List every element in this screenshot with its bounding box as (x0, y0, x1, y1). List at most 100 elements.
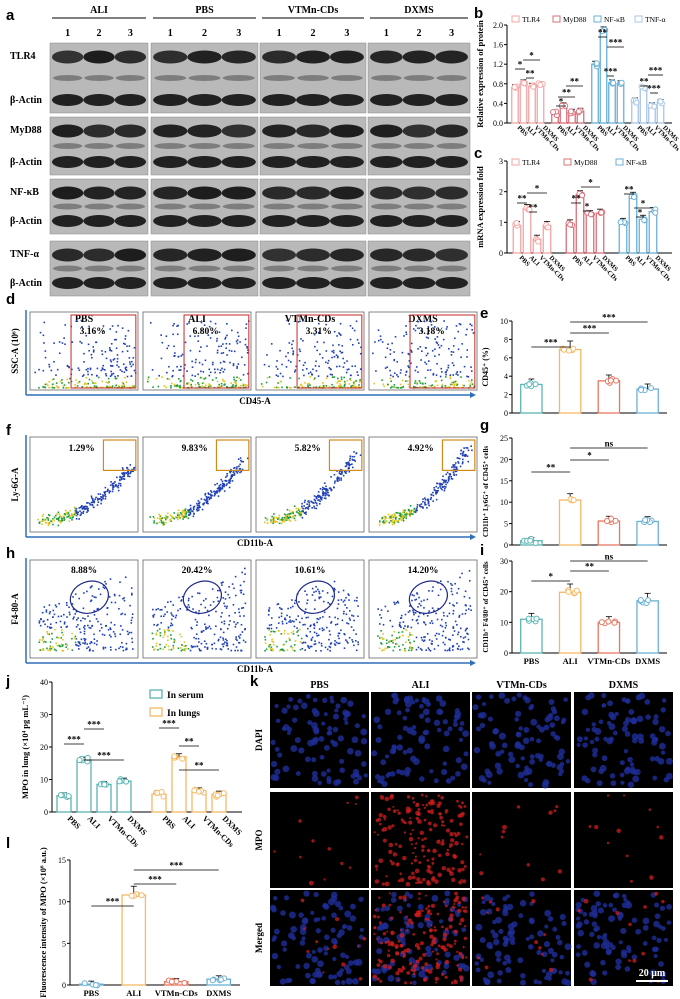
flow-event (301, 647, 304, 650)
flow-event (234, 382, 237, 384)
flow-event (450, 590, 453, 593)
flow-event (409, 610, 411, 612)
flow-event (447, 478, 450, 481)
flow-y-label: F4-80-A (10, 593, 20, 625)
flow-event (77, 641, 80, 643)
flow-event (436, 618, 439, 621)
flow-event (313, 378, 315, 381)
flow-event (82, 510, 85, 513)
flow-event (415, 619, 418, 622)
flow-event (173, 512, 176, 514)
blot-lane-label: 1 (277, 28, 282, 39)
flow-event (53, 361, 55, 363)
flow-event (469, 385, 472, 387)
nucleus (444, 951, 451, 958)
blot-actin-band (435, 277, 468, 289)
flow-event (285, 517, 288, 519)
flow-event (179, 379, 182, 382)
nucleus (282, 947, 287, 952)
flow-event (286, 649, 289, 651)
flow-event (236, 365, 238, 368)
nucleus (606, 737, 613, 745)
flow-event (407, 636, 410, 638)
flow-event (307, 627, 309, 630)
flow-event (205, 501, 208, 504)
flow-event (280, 522, 283, 525)
x-tick-label: ALI (528, 254, 541, 267)
flow-dots (151, 567, 247, 652)
flow-event (52, 523, 54, 526)
blot-band (435, 186, 468, 200)
flow-event (273, 386, 276, 389)
legend-label: MyD88 (563, 15, 587, 24)
data-point (533, 615, 540, 622)
flow-event (223, 384, 225, 386)
data-point (525, 615, 532, 622)
flow-event (200, 329, 203, 332)
flow-event (186, 323, 189, 325)
flow-event (336, 470, 338, 472)
flow-event (178, 369, 181, 371)
nucleus (326, 768, 331, 773)
flow-event (59, 620, 62, 623)
flow-event (102, 494, 104, 496)
flow-event (131, 468, 133, 471)
nucleus (559, 768, 564, 774)
flow-event (110, 364, 112, 367)
flow-event (176, 325, 178, 327)
flow-dots (263, 451, 362, 525)
flow-event (236, 367, 238, 369)
flow-event (206, 647, 209, 649)
flow-event (224, 337, 226, 340)
mpo-signal (399, 877, 405, 883)
mpo-signal (409, 817, 412, 820)
panel-letter-k: k (250, 673, 259, 690)
flow-event (216, 492, 218, 494)
flow-event (395, 512, 398, 514)
flow-event (354, 460, 356, 462)
flow-event (112, 488, 114, 491)
flow-event (283, 513, 286, 516)
nucleus (561, 920, 567, 926)
flow-event (206, 496, 209, 499)
flow-event (348, 636, 351, 639)
flow-event (442, 486, 444, 489)
flow-event (452, 351, 455, 353)
y-tick-label: 0 (504, 541, 508, 550)
flow-event (132, 470, 134, 473)
flow-event (204, 646, 206, 648)
flow-event (107, 629, 110, 631)
flow-event (465, 628, 467, 631)
flow-event (66, 511, 68, 514)
flow-event (88, 649, 91, 652)
panel-letter-j: j (5, 673, 10, 690)
flow-event (287, 513, 290, 516)
flow-event (170, 622, 173, 625)
flow-event (38, 521, 41, 524)
nucleus (563, 697, 568, 702)
flow-event (214, 492, 216, 495)
mpo-signal (444, 947, 448, 952)
blot-faint-band (297, 265, 329, 272)
mpo-signal (395, 952, 400, 956)
flow-event (86, 590, 88, 593)
flow-event (121, 612, 124, 615)
flow-event (182, 511, 184, 514)
flow-event (183, 509, 185, 512)
flow-event (448, 473, 451, 475)
flow-event (82, 617, 84, 620)
nucleus (323, 744, 330, 751)
flow-event (428, 330, 430, 332)
flow-event (408, 605, 411, 607)
flow-event (303, 505, 305, 507)
flow-event (109, 484, 112, 487)
panel-letter-a: a (6, 7, 15, 24)
flow-event (307, 386, 310, 388)
flow-event (104, 495, 107, 498)
flow-event (170, 634, 172, 636)
flow-event (289, 619, 292, 622)
blot-actin-band (51, 277, 84, 289)
flow-event (447, 347, 450, 350)
flow-event (348, 599, 350, 601)
flow-event (341, 471, 343, 473)
